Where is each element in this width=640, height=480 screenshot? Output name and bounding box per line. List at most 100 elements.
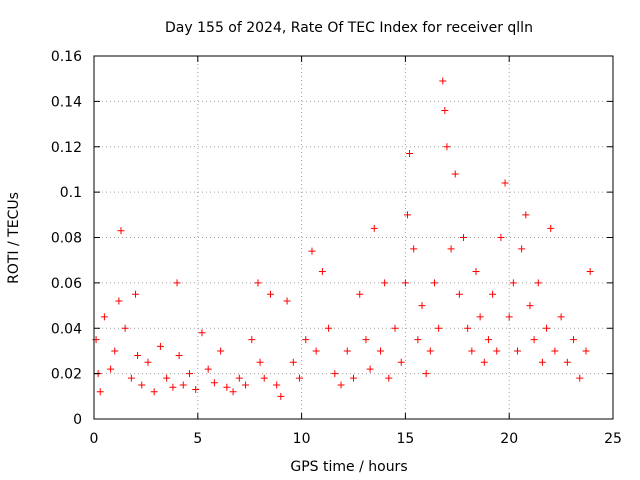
data-point bbox=[582, 347, 590, 355]
data-point bbox=[484, 336, 492, 344]
data-point bbox=[111, 347, 119, 355]
data-point bbox=[422, 370, 430, 378]
data-point bbox=[318, 268, 326, 276]
data-point bbox=[302, 336, 310, 344]
data-point bbox=[242, 381, 250, 389]
data-point bbox=[235, 374, 243, 382]
data-point bbox=[493, 347, 501, 355]
data-point bbox=[543, 324, 551, 332]
data-point bbox=[505, 313, 513, 321]
data-point bbox=[179, 381, 187, 389]
data-point bbox=[426, 347, 434, 355]
data-point bbox=[366, 365, 374, 373]
data-point bbox=[451, 170, 459, 178]
y-tick-label: 0.16 bbox=[51, 49, 82, 65]
data-point bbox=[530, 336, 538, 344]
data-point bbox=[464, 324, 472, 332]
data-point bbox=[570, 336, 578, 344]
data-point bbox=[296, 374, 304, 382]
data-point bbox=[526, 302, 534, 310]
data-point bbox=[443, 143, 451, 151]
data-point bbox=[439, 77, 447, 85]
data-point bbox=[480, 358, 488, 366]
data-point bbox=[385, 374, 393, 382]
data-point bbox=[115, 297, 123, 305]
data-point bbox=[414, 336, 422, 344]
data-point bbox=[586, 268, 594, 276]
data-point bbox=[331, 370, 339, 378]
data-point bbox=[381, 279, 389, 287]
data-marks bbox=[92, 77, 594, 400]
data-point bbox=[117, 227, 125, 235]
data-point bbox=[169, 383, 177, 391]
chart-title: Day 155 of 2024, Rate Of TEC Index for r… bbox=[165, 20, 533, 36]
data-point bbox=[430, 279, 438, 287]
y-tick-label: 0.04 bbox=[51, 321, 82, 337]
data-point bbox=[362, 336, 370, 344]
data-point bbox=[308, 247, 316, 255]
data-point bbox=[185, 370, 193, 378]
data-point bbox=[337, 381, 345, 389]
data-point bbox=[273, 381, 281, 389]
x-axis-label: GPS time / hours bbox=[290, 459, 407, 475]
data-point bbox=[522, 211, 530, 219]
data-point bbox=[350, 374, 357, 382]
data-point bbox=[229, 388, 237, 396]
data-point bbox=[534, 279, 542, 287]
data-point bbox=[538, 358, 546, 366]
data-point bbox=[277, 392, 285, 400]
data-point bbox=[509, 279, 517, 287]
data-point bbox=[96, 388, 104, 396]
data-point bbox=[403, 211, 411, 219]
data-point bbox=[134, 351, 142, 359]
data-point bbox=[447, 245, 455, 253]
data-point bbox=[256, 358, 264, 366]
x-tick-label: 5 bbox=[193, 431, 202, 447]
data-point bbox=[204, 365, 212, 373]
x-tick-label: 0 bbox=[90, 431, 99, 447]
data-point bbox=[121, 324, 129, 332]
data-point bbox=[557, 313, 565, 321]
data-point bbox=[325, 324, 333, 332]
data-point bbox=[217, 347, 225, 355]
data-point bbox=[175, 351, 183, 359]
data-point bbox=[576, 374, 584, 382]
data-point bbox=[468, 347, 476, 355]
data-point bbox=[397, 358, 405, 366]
data-point bbox=[127, 374, 135, 382]
data-point bbox=[107, 365, 115, 373]
data-point bbox=[312, 347, 320, 355]
data-point bbox=[563, 358, 571, 366]
data-point bbox=[410, 245, 418, 253]
data-point bbox=[489, 290, 497, 298]
data-point bbox=[391, 324, 399, 332]
data-point bbox=[460, 234, 468, 241]
data-point bbox=[497, 234, 505, 241]
y-tick-label: 0 bbox=[73, 412, 82, 428]
data-point bbox=[343, 347, 351, 355]
y-tick-label: 0.14 bbox=[51, 94, 82, 110]
x-tick-label: 20 bbox=[500, 431, 518, 447]
data-point bbox=[435, 324, 443, 332]
data-point bbox=[260, 374, 268, 382]
y-tick-label: 0.08 bbox=[51, 231, 82, 247]
x-tick-label: 10 bbox=[293, 431, 311, 447]
y-tick-label: 0.12 bbox=[51, 140, 82, 156]
data-point bbox=[144, 358, 152, 366]
plot-frame bbox=[93, 55, 614, 420]
data-point bbox=[163, 374, 171, 382]
data-point bbox=[501, 179, 509, 187]
data-point bbox=[192, 386, 200, 394]
y-tick-label: 0.06 bbox=[51, 276, 82, 292]
data-point bbox=[514, 347, 522, 355]
data-point bbox=[254, 279, 262, 287]
data-point bbox=[248, 336, 256, 344]
x-tick-label: 15 bbox=[396, 431, 414, 447]
y-axis-label: ROTI / TECUs bbox=[6, 192, 22, 284]
data-point bbox=[132, 290, 140, 298]
data-point bbox=[406, 150, 414, 158]
data-point bbox=[173, 279, 181, 287]
data-point bbox=[518, 245, 526, 253]
data-point bbox=[223, 383, 231, 391]
